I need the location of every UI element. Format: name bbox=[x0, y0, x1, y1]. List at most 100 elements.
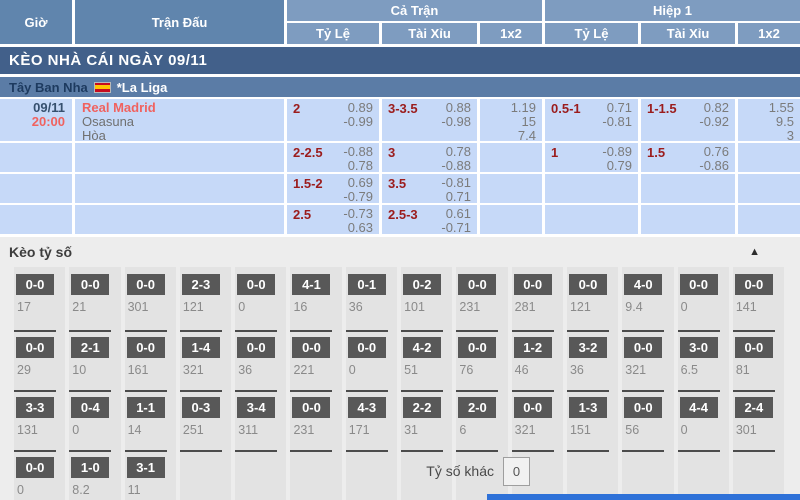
score-cell[interactable]: 1-2 46 bbox=[511, 327, 563, 387]
score-box[interactable]: 4-4 bbox=[679, 397, 718, 418]
score-box[interactable]: 0-0 bbox=[513, 397, 552, 418]
score-box[interactable]: 2-1 bbox=[71, 337, 110, 358]
odds-bottom[interactable]: -0.79 bbox=[343, 189, 373, 204]
odds-1[interactable]: 1.55 bbox=[768, 100, 794, 115]
odds-bottom[interactable]: -0.86 bbox=[699, 158, 729, 173]
odds-top[interactable]: -0.81 bbox=[441, 175, 471, 190]
score-cell[interactable]: 4-3 171 bbox=[345, 387, 398, 447]
home-team[interactable]: Real Madrid bbox=[82, 100, 156, 115]
score-box[interactable]: 3-2 bbox=[568, 337, 607, 358]
odds-top[interactable]: 0.82 bbox=[703, 100, 729, 115]
score-box[interactable]: 0-0 bbox=[16, 337, 54, 358]
ft-1x2-cell[interactable]: 1.19 15 7.4 bbox=[480, 99, 542, 143]
score-box[interactable]: 0-0 bbox=[458, 337, 497, 358]
score-cell[interactable]: 0-0 231 bbox=[290, 387, 342, 447]
odds-bottom[interactable]: 0.79 bbox=[606, 158, 632, 173]
score-box[interactable]: 4-0 bbox=[624, 274, 663, 295]
odds-bottom[interactable]: -0.92 bbox=[699, 114, 729, 129]
odds-top[interactable]: 0.89 bbox=[347, 100, 373, 115]
ft-handicap-cell[interactable]: 2.5 -0.73 0.63 bbox=[287, 205, 379, 235]
score-box[interactable]: 0-0 bbox=[71, 274, 110, 295]
score-cell[interactable]: 3-1 11 bbox=[124, 447, 176, 500]
score-box[interactable]: 0-3 bbox=[181, 397, 220, 418]
score-box[interactable]: 0-0 bbox=[624, 397, 663, 418]
score-cell[interactable]: 0-0 141 bbox=[732, 267, 785, 327]
away-team[interactable]: Osasuna bbox=[82, 114, 135, 129]
score-cell[interactable]: 2-4 301 bbox=[732, 387, 785, 447]
ft-handicap-cell[interactable]: 1.5-2 0.69 -0.79 bbox=[287, 174, 379, 204]
score-box[interactable]: 1-2 bbox=[513, 337, 552, 358]
odds-2[interactable]: 7.4 bbox=[517, 128, 536, 143]
score-cell[interactable]: 3-2 36 bbox=[566, 327, 619, 387]
score-box[interactable]: 1-1 bbox=[126, 397, 165, 418]
score-cell[interactable]: 3-4 311 bbox=[235, 387, 287, 447]
score-cell[interactable]: 2-3 121 bbox=[179, 267, 232, 327]
odds-bottom[interactable]: -0.71 bbox=[441, 220, 471, 235]
score-cell[interactable]: 0-1 36 bbox=[345, 267, 398, 327]
score-cell[interactable]: 4-1 16 bbox=[290, 267, 342, 327]
score-cell[interactable]: 0-3 251 bbox=[179, 387, 232, 447]
score-cell[interactable]: 1-0 8.2 bbox=[69, 447, 121, 500]
h1-overunder-cell[interactable]: 1-1.5 0.82 -0.92 bbox=[641, 99, 735, 141]
odds-top[interactable]: 0.69 bbox=[347, 175, 373, 190]
match-teams-cell[interactable]: Real Madrid Osasuna Hòa bbox=[75, 99, 284, 143]
score-box[interactable]: 0-0 bbox=[624, 337, 663, 358]
score-box[interactable]: 0-0 bbox=[734, 274, 773, 295]
score-cell[interactable]: 0-0 231 bbox=[456, 267, 508, 327]
score-cell[interactable]: 2-0 6 bbox=[456, 387, 508, 447]
score-box[interactable]: 3-4 bbox=[237, 397, 276, 418]
score-box[interactable]: 0-0 bbox=[513, 274, 552, 295]
score-box[interactable]: 0-0 bbox=[679, 274, 718, 295]
odds-bottom[interactable]: -0.99 bbox=[343, 114, 373, 129]
score-cell[interactable]: 0-0 56 bbox=[622, 387, 674, 447]
odds-bottom[interactable]: -0.81 bbox=[602, 114, 632, 129]
score-box[interactable]: 0-1 bbox=[347, 274, 386, 295]
odds-top[interactable]: 0.61 bbox=[445, 206, 471, 221]
score-box[interactable]: 0-0 bbox=[347, 337, 386, 358]
odds-2[interactable]: 3 bbox=[786, 128, 794, 143]
score-cell[interactable]: 0-0 0 bbox=[235, 267, 287, 327]
odds-bottom[interactable]: -0.88 bbox=[441, 158, 471, 173]
odds-top[interactable]: 0.88 bbox=[445, 100, 471, 115]
score-cell[interactable]: 1-3 151 bbox=[566, 387, 619, 447]
score-box[interactable]: 0-4 bbox=[71, 397, 110, 418]
league-bar[interactable]: Tây Ban Nha *La Liga bbox=[0, 77, 800, 97]
odds-bottom[interactable]: 0.78 bbox=[347, 158, 373, 173]
score-box[interactable]: 2-3 bbox=[181, 274, 220, 295]
score-cell[interactable]: 0-0 0 bbox=[345, 327, 398, 387]
odds-1[interactable]: 1.19 bbox=[510, 100, 536, 115]
score-box[interactable]: 4-1 bbox=[292, 274, 331, 295]
h1-overunder-cell[interactable]: 1.5 0.76 -0.86 bbox=[641, 143, 735, 173]
odds-top[interactable]: 0.78 bbox=[445, 144, 471, 159]
score-cell[interactable]: 0-0 0 bbox=[677, 267, 729, 327]
score-cell[interactable]: 0-0 29 bbox=[14, 327, 66, 387]
score-cell[interactable]: 4-0 9.4 bbox=[622, 267, 674, 327]
score-box[interactable]: 0-0 bbox=[292, 337, 331, 358]
score-cell[interactable]: 1-4 321 bbox=[179, 327, 232, 387]
score-cell[interactable]: 0-0 0 bbox=[14, 447, 66, 500]
score-cell[interactable]: 4-4 0 bbox=[677, 387, 729, 447]
ft-handicap-cell[interactable]: 2 0.89 -0.99 bbox=[287, 99, 379, 141]
score-box[interactable]: 0-0 bbox=[126, 274, 165, 295]
score-box[interactable]: 0-0 bbox=[734, 337, 773, 358]
score-box[interactable]: 1-4 bbox=[181, 337, 220, 358]
odds-bottom[interactable]: 0.63 bbox=[347, 220, 373, 235]
score-box[interactable]: 4-3 bbox=[347, 397, 386, 418]
score-box[interactable]: 0-0 bbox=[16, 457, 54, 478]
score-box[interactable]: 1-0 bbox=[71, 457, 110, 478]
ft-overunder-cell[interactable]: 3 0.78 -0.88 bbox=[382, 143, 477, 173]
score-cell[interactable]: 0-0 281 bbox=[511, 267, 563, 327]
score-cell[interactable]: 0-0 81 bbox=[732, 327, 785, 387]
ft-overunder-cell[interactable]: 3.5 -0.81 0.71 bbox=[382, 174, 477, 204]
score-cell[interactable]: 0-0 221 bbox=[290, 327, 342, 387]
score-cell[interactable]: 0-0 17 bbox=[14, 267, 66, 327]
score-cell[interactable]: 0-0 301 bbox=[124, 267, 176, 327]
odds-top[interactable]: 0.76 bbox=[703, 144, 729, 159]
score-box[interactable]: 3-3 bbox=[16, 397, 54, 418]
score-box[interactable]: 2-0 bbox=[458, 397, 497, 418]
score-box[interactable]: 3-0 bbox=[679, 337, 718, 358]
bottom-scrollbar-thumb[interactable] bbox=[487, 494, 800, 500]
score-cell[interactable]: 3-3 131 bbox=[14, 387, 66, 447]
score-cell[interactable]: 0-0 36 bbox=[235, 327, 287, 387]
score-box[interactable]: 0-2 bbox=[403, 274, 442, 295]
